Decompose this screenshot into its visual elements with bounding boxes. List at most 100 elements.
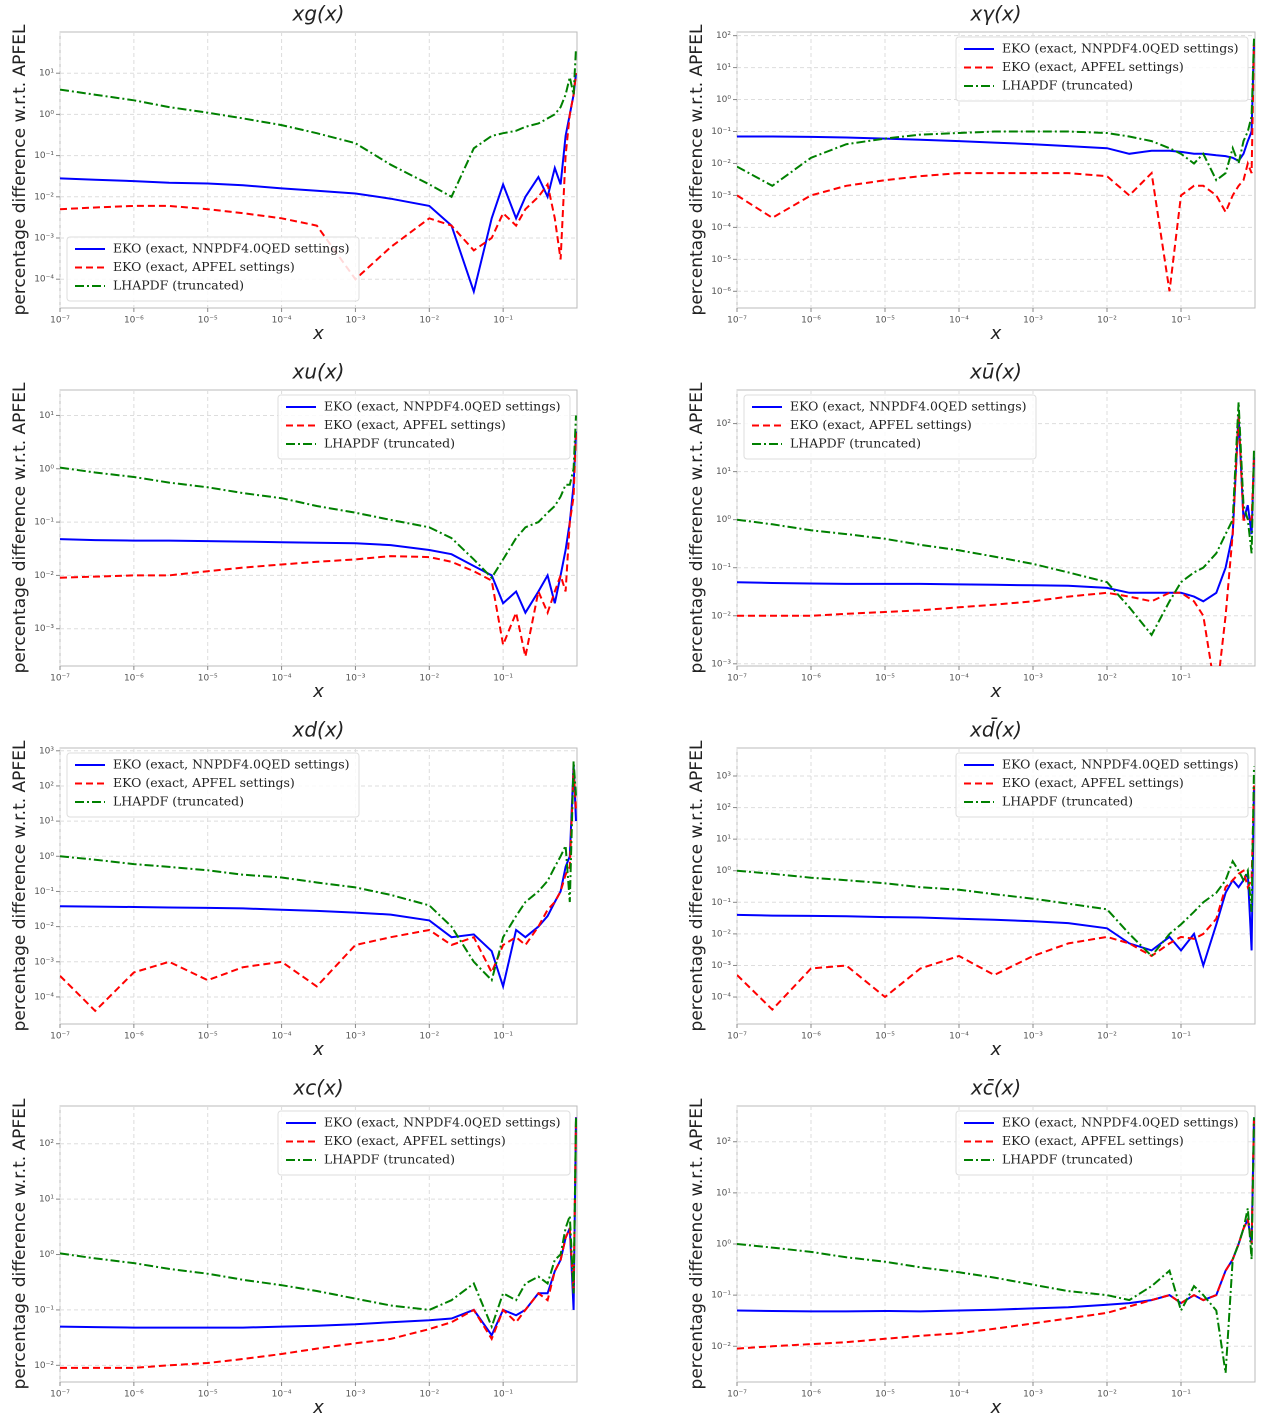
x-tick-label: 10⁻⁴ <box>949 1390 969 1400</box>
y-axis-label: percentage difference w.r.t. APFEL <box>687 740 707 1031</box>
series-line <box>60 431 577 657</box>
y-tick-label: 10⁻¹ <box>34 1305 54 1315</box>
y-tick-label: 10² <box>716 31 731 41</box>
chart-title: xd̄(x) <box>969 717 1022 742</box>
legend-label: EKO (exact, APFEL settings) <box>1002 1133 1184 1148</box>
x-tick-label: 10⁻¹ <box>493 674 513 684</box>
series-line <box>60 431 577 615</box>
x-tick-label: 10⁻⁴ <box>949 316 969 326</box>
x-tick-label: 10⁻⁶ <box>124 1390 144 1400</box>
legend-box <box>743 394 1037 460</box>
x-tick-label: 10⁻¹ <box>1171 1390 1191 1400</box>
legend-label: EKO (exact, APFEL settings) <box>324 417 506 432</box>
x-tick-label: 10⁻² <box>1097 674 1117 684</box>
y-axis-label: percentage difference w.r.t. APFEL <box>10 740 30 1031</box>
x-tick-label: 10⁻² <box>419 316 439 326</box>
legend-box <box>955 1110 1249 1176</box>
subplot: 10⁻⁷ 10⁻⁶ 10⁻⁵ 10⁻⁴ 10⁻³ 10⁻² 10⁻¹ 10⁻⁴ 10⁻³ 10⁻²… <box>10 718 578 1060</box>
x-axis-label: x <box>990 1039 1002 1060</box>
x-tick-label: 10⁻⁵ <box>875 1390 895 1400</box>
x-tick-label: 10⁻³ <box>346 1032 366 1042</box>
x-axis-label: x <box>312 1397 324 1418</box>
x-tick-label: 10⁻⁵ <box>875 674 895 684</box>
chart-title: xu(x) <box>292 360 345 384</box>
x-tick-label: 10⁻¹ <box>1171 674 1191 684</box>
y-tick-label: 10⁻¹ <box>34 887 54 897</box>
y-tick-label: 10⁻³ <box>34 624 54 634</box>
legend-label: EKO (exact, NNPDF4.0QED settings) <box>113 241 350 256</box>
y-tick-label: 10² <box>716 419 731 429</box>
y-tick-label: 10⁻³ <box>711 191 731 201</box>
x-tick-label: 10⁻⁷ <box>50 674 70 684</box>
chart-title: xc̄(x) <box>970 1076 1021 1100</box>
series-line <box>60 764 577 991</box>
x-tick-label: 10⁻⁷ <box>727 674 747 684</box>
series-line <box>60 1117 577 1369</box>
series-line <box>60 415 577 580</box>
y-tick-label: 10¹ <box>39 411 54 421</box>
series-line <box>737 38 1255 187</box>
legend: EKO (exact, NNPDF4.0QED settings) EKO (ex… <box>277 1110 571 1176</box>
y-axis-label: percentage difference w.r.t. APFEL <box>10 1098 30 1389</box>
x-tick-label: 10⁻¹ <box>493 316 513 326</box>
x-tick-label: 10⁻⁷ <box>727 1032 747 1042</box>
y-tick-label: 10⁻¹ <box>711 1291 731 1301</box>
y-tick-label: 10¹ <box>39 817 54 827</box>
legend-label: LHAPDF (truncated) <box>324 1152 455 1167</box>
x-tick-label: 10⁻⁴ <box>272 1032 292 1042</box>
x-tick-label: 10⁻² <box>419 1032 439 1042</box>
y-tick-label: 10⁻⁴ <box>711 993 731 1003</box>
legend-label: LHAPDF (truncated) <box>1002 794 1133 809</box>
series-line <box>60 48 577 199</box>
series-line <box>737 415 1255 666</box>
x-tick-label: 10⁻⁵ <box>198 316 218 326</box>
y-tick-label: 10² <box>39 1139 54 1149</box>
legend-label: LHAPDF (truncated) <box>1002 78 1133 93</box>
y-tick-label: 10² <box>39 781 54 791</box>
x-axis-label: x <box>990 681 1002 702</box>
y-tick-label: 10⁻² <box>34 192 54 202</box>
series-line <box>60 1117 577 1330</box>
y-tick-label: 10⁻² <box>711 929 731 939</box>
y-tick-label: 10¹ <box>716 1188 731 1198</box>
y-tick-label: 10⁻² <box>34 1361 54 1371</box>
y-tick-label: 10⁻⁶ <box>711 287 731 297</box>
x-tick-label: 10⁻⁶ <box>124 316 144 326</box>
x-tick-label: 10⁻⁶ <box>124 674 144 684</box>
legend-label: LHAPDF (truncated) <box>113 278 244 293</box>
legend: EKO (exact, NNPDF4.0QED settings) EKO (ex… <box>66 752 360 818</box>
y-tick-label: 10² <box>716 1137 731 1147</box>
y-tick-label: 10⁰ <box>716 866 731 876</box>
x-axis-label: x <box>990 323 1002 344</box>
x-tick-label: 10⁻³ <box>346 316 366 326</box>
x-tick-label: 10⁻³ <box>1023 316 1043 326</box>
x-tick-label: 10⁻⁴ <box>272 316 292 326</box>
x-tick-label: 10⁻⁴ <box>949 674 969 684</box>
x-tick-label: 10⁻² <box>1097 316 1117 326</box>
series-line <box>60 73 577 281</box>
y-tick-label: 10⁻⁴ <box>34 275 54 285</box>
legend-label: EKO (exact, NNPDF4.0QED settings) <box>1002 757 1239 772</box>
x-tick-label: 10⁻² <box>1097 1032 1117 1042</box>
y-tick-label: 10⁻³ <box>34 957 54 967</box>
y-tick-label: 10⁰ <box>39 464 54 474</box>
legend-label: EKO (exact, APFEL settings) <box>790 417 972 432</box>
y-tick-label: 10⁻² <box>711 1342 731 1352</box>
legend: EKO (exact, NNPDF4.0QED settings) EKO (ex… <box>955 36 1249 102</box>
y-tick-label: 10¹ <box>716 63 731 73</box>
legend: EKO (exact, NNPDF4.0QED settings) EKO (ex… <box>955 752 1249 818</box>
subplot: 10⁻⁷ 10⁻⁶ 10⁻⁵ 10⁻⁴ 10⁻³ 10⁻² 10⁻¹ 10⁻² 10⁻¹ 10⁰ 1… <box>10 1076 578 1418</box>
y-tick-label: 10⁻² <box>34 571 54 581</box>
series-line <box>60 769 577 1013</box>
y-tick-label: 10⁻³ <box>711 659 731 669</box>
series-line <box>737 785 1255 969</box>
y-tick-label: 10⁻⁴ <box>711 223 731 233</box>
y-tick-label: 10⁻² <box>711 159 731 169</box>
y-tick-label: 10⁰ <box>39 852 54 862</box>
subplot: 10⁻⁷ 10⁻⁶ 10⁻⁵ 10⁻⁴ 10⁻³ 10⁻² 10⁻¹ 10⁻⁴ 10⁻³ 10⁻²… <box>687 717 1256 1060</box>
x-tick-label: 10⁻³ <box>346 1390 366 1400</box>
x-tick-label: 10⁻⁶ <box>801 674 821 684</box>
x-axis-label: x <box>312 323 324 344</box>
x-axis-label: x <box>312 681 324 702</box>
x-tick-label: 10⁻² <box>419 1390 439 1400</box>
